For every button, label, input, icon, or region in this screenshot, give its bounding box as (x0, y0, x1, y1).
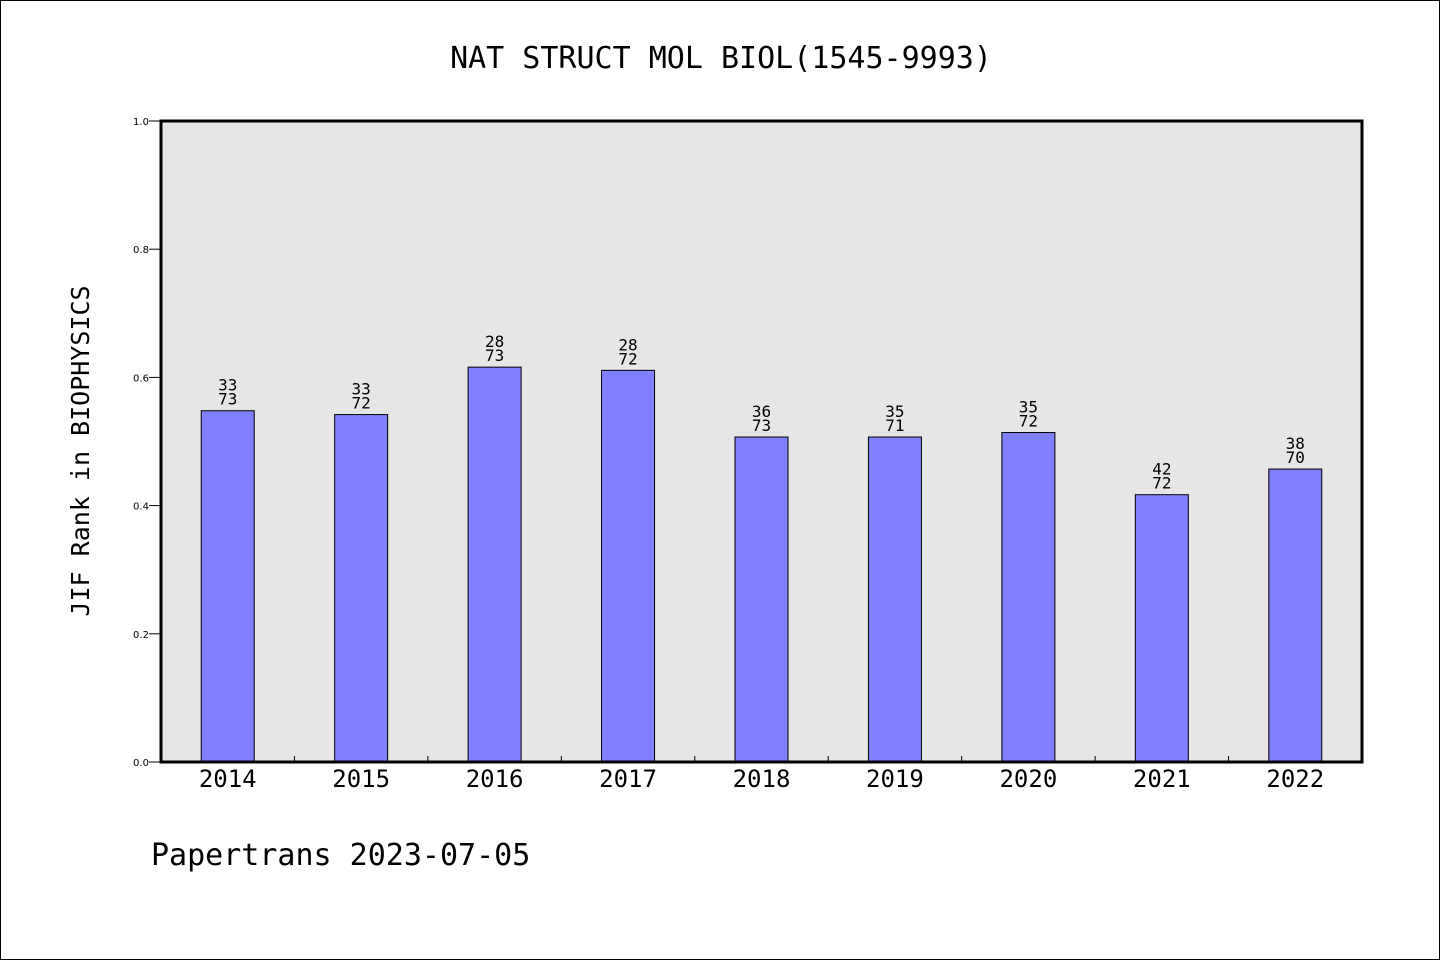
plot-border (159, 119, 1364, 764)
x-tick-label-2020: 2020 (999, 765, 1057, 793)
data-label-total-2021: 72 (1152, 474, 1171, 493)
bar-2022 (1268, 468, 1323, 763)
data-label-total-2018: 73 (752, 416, 771, 435)
bar-2014 (200, 410, 255, 763)
data-label-rank-2018: 36 (752, 402, 771, 421)
x-tick-label-2019: 2019 (866, 765, 924, 793)
data-label-rank-2020: 35 (1019, 398, 1038, 417)
x-tick-label-2021: 2021 (1133, 765, 1191, 793)
data-label-rank-2015: 33 (352, 380, 371, 399)
data-label-rank-2021: 42 (1152, 460, 1171, 479)
x-tick-label-2015: 2015 (332, 765, 390, 793)
data-label-total-2019: 71 (885, 416, 904, 435)
x-tick-label-2017: 2017 (599, 765, 657, 793)
y-tick-label-0.4: 0.4 (133, 502, 149, 513)
bar-2016 (467, 366, 522, 763)
bar-2018 (734, 436, 789, 763)
bar-2015 (334, 414, 389, 763)
data-label-total-2017: 72 (618, 349, 637, 368)
chart-title: NAT STRUCT MOL BIOL(1545-9993) (450, 41, 992, 76)
x-tick-label-2014: 2014 (199, 765, 257, 793)
data-label-rank-2022: 38 (1286, 434, 1305, 453)
data-label-rank-2014: 33 (218, 376, 237, 395)
data-label-total-2014: 73 (218, 390, 237, 409)
data-label-total-2020: 72 (1019, 412, 1038, 431)
y-tick-label-0.6: 0.6 (133, 373, 149, 384)
footer-text: Papertrans 2023-07-05 (151, 838, 530, 873)
bar-2019 (867, 436, 922, 763)
x-tick-label-2016: 2016 (466, 765, 524, 793)
bar-2021 (1134, 494, 1189, 763)
bar-2017 (601, 369, 656, 763)
data-label-total-2022: 70 (1286, 448, 1305, 467)
x-tick-label-2018: 2018 (733, 765, 791, 793)
y-tick-label-1.0: 1.0 (133, 117, 149, 128)
data-label-total-2015: 72 (352, 394, 371, 413)
data-label-rank-2019: 35 (885, 402, 904, 421)
data-label-total-2016: 73 (485, 346, 504, 365)
y-axis-label: JIF Rank in BIOPHYSICS (66, 285, 95, 616)
bar-2020 (1001, 432, 1056, 763)
x-tick-label-2022: 2022 (1266, 765, 1324, 793)
y-tick-label-0.2: 0.2 (133, 630, 149, 641)
y-tick-label-0.8: 0.8 (133, 245, 149, 256)
y-tick-label-0.0: 0.0 (133, 758, 149, 769)
data-label-rank-2017: 28 (618, 335, 637, 354)
data-label-rank-2016: 28 (485, 332, 504, 351)
